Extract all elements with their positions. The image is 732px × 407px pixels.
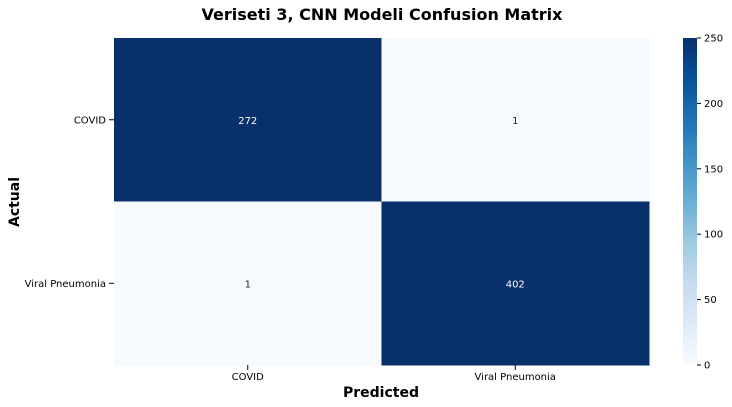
x-tick-label: Viral Pneumonia: [475, 372, 556, 383]
heatmap-cell: [114, 201, 382, 366]
chart-title: Veriseti 3, CNN Modeli Confusion Matrix: [202, 5, 564, 24]
colorbar: [683, 38, 697, 365]
heatmap-cells: [114, 38, 650, 366]
y-tick-label: COVID: [74, 115, 106, 126]
heatmap-cell: [381, 201, 650, 366]
heatmap-cell: [114, 38, 382, 202]
colorbar-tick-label: 250: [704, 34, 723, 45]
colorbar-tick-label: 100: [704, 230, 723, 241]
heatmap-cell-value: 1: [512, 116, 518, 127]
colorbar-tick-label: 150: [704, 164, 723, 175]
heatmap-cell-value: 402: [506, 279, 525, 290]
heatmap-cell-value: 1: [245, 279, 251, 290]
y-tick-label: Viral Pneumonia: [25, 279, 106, 290]
colorbar-tick-label: 200: [704, 99, 723, 110]
x-axis-label: Predicted: [343, 385, 419, 401]
heatmap-cell-value: 272: [238, 116, 257, 127]
y-axis-ticks: COVID Viral Pneumonia: [25, 115, 114, 290]
x-axis-ticks: COVID Viral Pneumonia: [232, 365, 556, 383]
heatmap-cell: [381, 38, 650, 202]
y-axis-label: Actual: [7, 177, 23, 227]
heatmap-cell-labels: 272 1 1 402: [238, 116, 525, 291]
x-tick-label: COVID: [232, 372, 264, 383]
colorbar-ticks: 0 50 100 150 200 250: [697, 34, 723, 372]
colorbar-tick-label: 50: [704, 295, 717, 306]
colorbar-tick-label: 0: [704, 361, 710, 372]
